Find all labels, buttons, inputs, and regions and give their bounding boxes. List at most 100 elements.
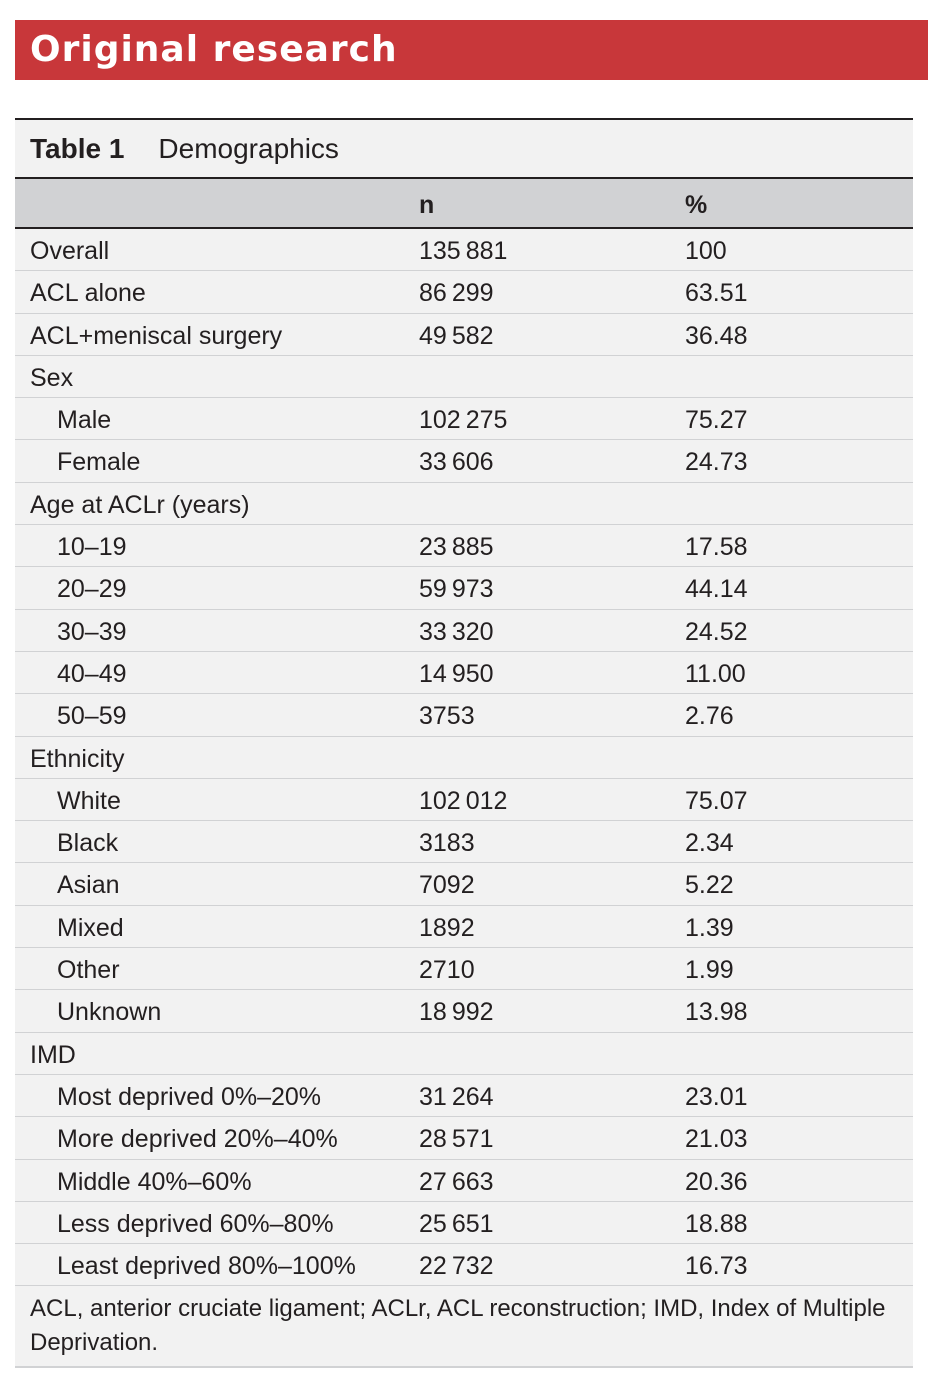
row-pct-cell: 2.76 bbox=[685, 702, 734, 731]
table-row: ACL+meniscal surgery 49 582 36.48 bbox=[15, 314, 913, 356]
row-pct-cell: 2.34 bbox=[685, 829, 734, 858]
row-n-cell: 1892 bbox=[419, 913, 475, 942]
table-caption: Table 1 Demographics bbox=[15, 120, 913, 179]
table-row: IMD bbox=[15, 1033, 913, 1075]
table-row: White 102 012 75.07 bbox=[15, 779, 913, 822]
table-row: Sex bbox=[15, 356, 913, 399]
table-row: 50–59 3753 2.76 bbox=[15, 694, 913, 737]
row-label-cell: Ethnicity bbox=[30, 744, 125, 773]
row-pct-cell: 16.73 bbox=[685, 1252, 748, 1281]
row-n-cell: 3183 bbox=[419, 829, 475, 858]
row-label-cell: Sex bbox=[30, 363, 74, 392]
table-footnote: ACL, anterior cruciate ligament; ACLr, A… bbox=[15, 1286, 913, 1369]
row-pct-cell: 23.01 bbox=[685, 1082, 748, 1111]
row-label-cell: Less deprived 60%–80% bbox=[57, 1209, 334, 1238]
row-n-cell: 14 950 bbox=[419, 659, 494, 688]
table-row: Less deprived 60%–80% 25 651 18.88 bbox=[15, 1202, 913, 1245]
table-row: Middle 40%–60% 27 663 20.36 bbox=[15, 1160, 913, 1202]
row-pct-cell: 11.00 bbox=[685, 659, 746, 688]
row-label-cell: Age at ACLr (years) bbox=[30, 490, 250, 519]
section-banner: Original research bbox=[15, 20, 928, 80]
row-n-cell: 49 582 bbox=[419, 321, 494, 350]
row-n-cell: 33 320 bbox=[419, 617, 494, 646]
table-row: Male 102 275 75.27 bbox=[15, 398, 913, 441]
row-pct-cell: 36.48 bbox=[685, 321, 748, 350]
row-pct-cell: 1.99 bbox=[685, 956, 734, 985]
row-label-cell: 40–49 bbox=[57, 659, 127, 688]
row-label-cell: 30–39 bbox=[57, 617, 127, 646]
table-row: Least deprived 80%–100% 22 732 16.73 bbox=[15, 1244, 913, 1287]
row-label-cell: 50–59 bbox=[57, 702, 127, 731]
row-label-cell: 10–19 bbox=[57, 533, 127, 562]
table-row: 20–29 59 973 44.14 bbox=[15, 567, 913, 610]
row-n-cell: 3753 bbox=[419, 702, 475, 731]
table-row: Female 33 606 24.73 bbox=[15, 440, 913, 483]
table-label: Table 1 bbox=[30, 132, 125, 164]
row-pct-cell: 13.98 bbox=[685, 998, 748, 1027]
demographics-table: Table 1 Demographics n % Overall 135 881 1… bbox=[15, 118, 913, 1369]
row-n-cell: 31 264 bbox=[419, 1082, 494, 1111]
table-row: Asian 7092 5.22 bbox=[15, 863, 913, 906]
row-label-cell: Female bbox=[57, 448, 141, 477]
row-label-cell: White bbox=[57, 786, 121, 815]
table-title: Demographics bbox=[158, 132, 339, 164]
table-row: 40–49 14 950 11.00 bbox=[15, 652, 913, 695]
table-row: ACL alone 86 299 63.51 bbox=[15, 271, 913, 314]
table-row: Overall 135 881 100 bbox=[15, 229, 913, 272]
table-row: Other 2710 1.99 bbox=[15, 948, 913, 991]
row-n-cell: 86 299 bbox=[419, 279, 494, 308]
table-row: 10–19 23 885 17.58 bbox=[15, 525, 913, 568]
row-label-cell: ACL+meniscal surgery bbox=[30, 321, 283, 350]
row-label-cell: Male bbox=[57, 406, 112, 435]
table-row: Ethnicity bbox=[15, 737, 913, 779]
row-label-cell: Middle 40%–60% bbox=[57, 1167, 252, 1196]
table-row: Unknown 18 992 13.98 bbox=[15, 990, 913, 1033]
row-n-cell: 27 663 bbox=[419, 1167, 494, 1196]
row-label-cell: Asian bbox=[57, 871, 120, 900]
row-n-cell: 102 012 bbox=[419, 786, 508, 815]
row-label-cell: Unknown bbox=[57, 998, 162, 1027]
table-row: Mixed 1892 1.39 bbox=[15, 906, 913, 949]
row-n-cell: 135 881 bbox=[419, 237, 508, 265]
row-n-cell: 18 992 bbox=[419, 998, 494, 1027]
row-label-cell: ACL alone bbox=[30, 279, 146, 308]
table-row: Age at ACLr (years) bbox=[15, 483, 913, 526]
row-n-cell: 7092 bbox=[419, 871, 475, 900]
table-row: 30–39 33 320 24.52 bbox=[15, 610, 913, 652]
table-header-row: n % bbox=[15, 179, 913, 229]
row-label-cell: IMD bbox=[30, 1040, 76, 1069]
header-pct-cell: % bbox=[685, 191, 708, 219]
row-n-cell: 59 973 bbox=[419, 575, 494, 604]
row-n-cell: 102 275 bbox=[419, 406, 508, 435]
header-n-cell: n bbox=[419, 191, 435, 219]
row-pct-cell: 5.22 bbox=[685, 871, 734, 900]
table-row: Most deprived 0%–20% 31 264 23.01 bbox=[15, 1075, 913, 1118]
row-pct-cell: 17.58 bbox=[685, 533, 748, 562]
row-label-cell: More deprived 20%–40% bbox=[57, 1125, 338, 1154]
table-row: More deprived 20%–40% 28 571 21.03 bbox=[15, 1117, 913, 1160]
row-label-cell: Other bbox=[57, 956, 120, 985]
row-pct-cell: 20.36 bbox=[685, 1167, 748, 1196]
row-pct-cell: 75.27 bbox=[685, 406, 748, 435]
row-pct-cell: 1.39 bbox=[685, 913, 734, 942]
row-n-cell: 28 571 bbox=[419, 1125, 494, 1154]
row-label-cell: 20–29 bbox=[57, 575, 127, 604]
table-body: Overall 135 881 100 ACL alone 86 299 63.51 ACL… bbox=[15, 229, 913, 1287]
table-row: Black 3183 2.34 bbox=[15, 821, 913, 864]
section-title: Original research bbox=[30, 29, 398, 70]
row-pct-cell: 44.14 bbox=[685, 575, 748, 604]
row-pct-cell: 21.03 bbox=[685, 1125, 748, 1154]
row-pct-cell: 18.88 bbox=[685, 1209, 748, 1238]
row-label-cell: Overall bbox=[30, 237, 110, 265]
row-n-cell: 33 606 bbox=[419, 448, 494, 477]
row-pct-cell: 75.07 bbox=[685, 786, 748, 815]
row-pct-cell: 24.73 bbox=[685, 448, 748, 477]
row-n-cell: 23 885 bbox=[419, 533, 494, 562]
row-pct-cell: 100 bbox=[685, 237, 727, 265]
row-n-cell: 22 732 bbox=[419, 1252, 494, 1281]
row-n-cell: 25 651 bbox=[419, 1209, 494, 1238]
row-n-cell: 2710 bbox=[419, 956, 475, 985]
row-pct-cell: 63.51 bbox=[685, 279, 748, 308]
row-label-cell: Most deprived 0%–20% bbox=[57, 1082, 322, 1111]
row-pct-cell: 24.52 bbox=[685, 617, 748, 646]
